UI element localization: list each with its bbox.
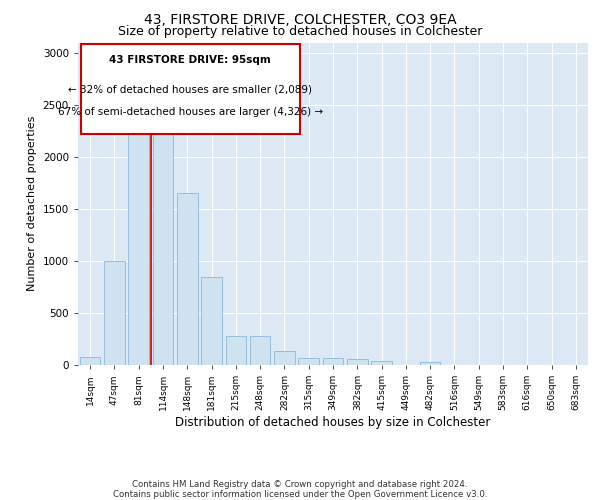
Bar: [226, 336, 246, 365]
Bar: [177, 194, 197, 365]
X-axis label: Distribution of detached houses by size in Colchester: Distribution of detached houses by size …: [175, 416, 491, 429]
Text: 67% of semi-detached houses are larger (4,326) →: 67% of semi-detached houses are larger (…: [58, 107, 323, 117]
Bar: [80, 357, 100, 365]
Bar: [298, 358, 319, 365]
Text: ← 32% of detached houses are smaller (2,089): ← 32% of detached houses are smaller (2,…: [68, 84, 312, 94]
Text: Contains HM Land Registry data © Crown copyright and database right 2024.: Contains HM Land Registry data © Crown c…: [132, 480, 468, 489]
Bar: [420, 362, 440, 365]
Bar: [152, 108, 173, 365]
Bar: [371, 361, 392, 365]
Text: 43, FIRSTORE DRIVE, COLCHESTER, CO3 9EA: 43, FIRSTORE DRIVE, COLCHESTER, CO3 9EA: [143, 12, 457, 26]
Bar: [323, 358, 343, 365]
Text: Size of property relative to detached houses in Colchester: Size of property relative to detached ho…: [118, 25, 482, 38]
Bar: [347, 360, 368, 365]
Bar: [128, 108, 149, 365]
Bar: [201, 276, 222, 365]
Bar: [274, 352, 295, 365]
Y-axis label: Number of detached properties: Number of detached properties: [27, 116, 37, 292]
Text: 43 FIRSTORE DRIVE: 95sqm: 43 FIRSTORE DRIVE: 95sqm: [109, 56, 271, 66]
Text: Contains public sector information licensed under the Open Government Licence v3: Contains public sector information licen…: [113, 490, 487, 499]
Bar: [250, 336, 271, 365]
FancyBboxPatch shape: [80, 44, 300, 134]
Bar: [104, 261, 125, 365]
